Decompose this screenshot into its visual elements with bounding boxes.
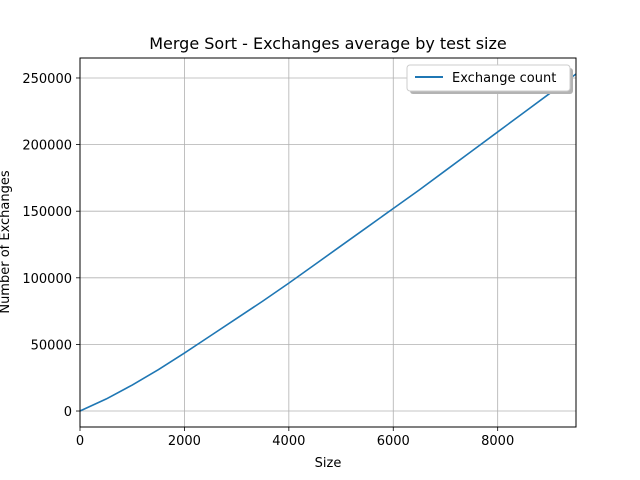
- x-tick-label: 4000: [272, 434, 305, 449]
- plot-frame: [79, 57, 577, 428]
- y-tick-label: 150000: [22, 205, 72, 220]
- y-tick-label: 100000: [22, 272, 72, 287]
- x-tick-label: 6000: [377, 434, 410, 449]
- series-line-exchange-count: [79, 73, 577, 412]
- legend-label: Exchange count: [452, 71, 556, 86]
- legend: Exchange count: [406, 64, 573, 94]
- y-tick-label: 50000: [31, 338, 72, 353]
- chart-title: Merge Sort - Exchanges average by test s…: [149, 34, 507, 53]
- x-tick-label: 0: [76, 434, 84, 449]
- legend-box: [406, 64, 571, 92]
- plot-area: [80, 58, 576, 427]
- y-tick-label: 0: [64, 405, 72, 420]
- y-axis-label: Number of Exchanges: [0, 170, 13, 314]
- y-tick-label: 250000: [22, 72, 72, 87]
- series-layer: [79, 73, 577, 412]
- x-axis-label: Size: [315, 456, 342, 471]
- x-tick-label: 8000: [481, 434, 514, 449]
- axis-ticks: 0 2000 4000 6000 8000 0 50000 100000 150000 20000…: [22, 72, 514, 449]
- y-tick-label: 200000: [22, 139, 72, 154]
- grid-lines: [79, 58, 576, 427]
- x-tick-label: 2000: [168, 434, 201, 449]
